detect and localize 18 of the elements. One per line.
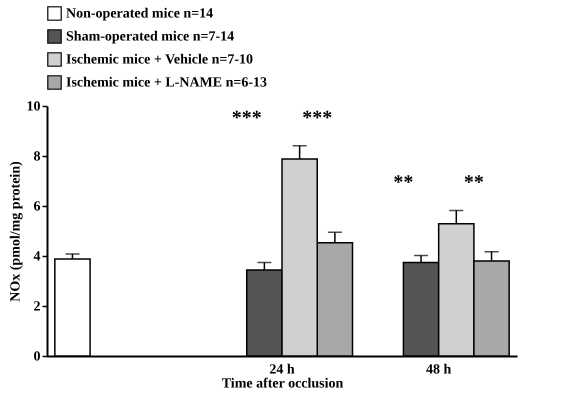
- y-tick-label: 0: [34, 350, 40, 364]
- y-axis-title: NOx (pmol/mg protein): [8, 160, 24, 302]
- legend-label: Ischemic mice + L-NAME n=6-13: [66, 76, 268, 90]
- y-tick-label: 4: [34, 250, 40, 264]
- annotation: **: [393, 172, 414, 194]
- legend-label: Ischemic mice + Vehicle n=7-10: [66, 52, 254, 68]
- x-tick-label: 48 h: [426, 362, 452, 378]
- y-tick-label: 6: [34, 200, 40, 214]
- x-axis-title: Time after occlusion: [222, 376, 344, 392]
- legend-label: Non-operated mice n=14: [66, 6, 214, 22]
- annotation: ***: [232, 106, 262, 129]
- y-tick-label: 2: [34, 300, 40, 314]
- annotation: ***: [302, 106, 332, 129]
- x-tick-label: 24 h: [269, 362, 295, 378]
- annotation: **: [464, 172, 484, 194]
- y-tick-label: 10: [26, 100, 40, 114]
- y-tick-label: 8: [34, 150, 40, 164]
- legend-label: Sham-operated mice n=7-14: [66, 30, 234, 44]
